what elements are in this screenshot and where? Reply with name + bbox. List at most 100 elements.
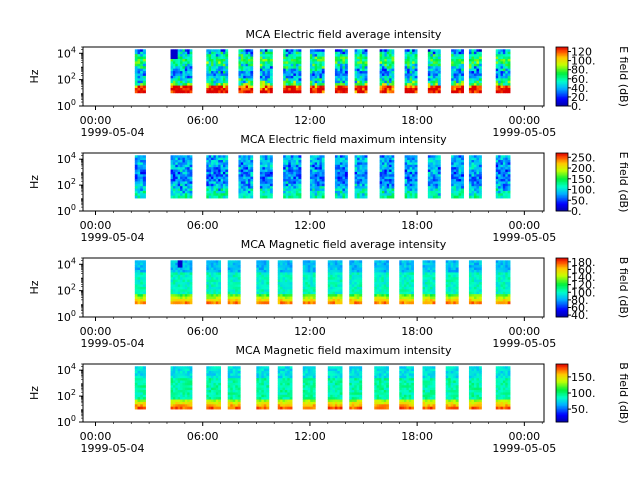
colorbar-swatch — [556, 95, 568, 98]
data-segment — [445, 260, 459, 305]
y-tick-label: 102 — [57, 283, 76, 298]
colorbar-swatch — [556, 265, 568, 268]
colorbar-swatch — [556, 406, 568, 408]
x-tick-label: 12:00 — [294, 430, 326, 443]
colorbar-swatch — [556, 47, 568, 49]
y-tick-label: 104 — [57, 45, 76, 60]
colorbar-swatch — [556, 277, 568, 280]
colorbar-swatch — [556, 378, 568, 381]
y-tick-label: 102 — [57, 72, 76, 87]
data-segment — [302, 366, 316, 410]
colorbar-swatch — [556, 420, 568, 423]
x-tick-label: 00:00 — [508, 325, 540, 338]
colorbar-swatch — [556, 369, 568, 372]
data-segment — [379, 155, 395, 199]
colorbar-tick-label: 100. — [571, 387, 596, 400]
colorbar-swatch — [556, 263, 568, 266]
colorbar-swatch — [556, 192, 568, 194]
data-segment — [309, 49, 325, 94]
colorbar-swatch — [556, 208, 568, 210]
colorbar-swatch — [556, 66, 568, 69]
colorbar-swatch — [556, 306, 568, 309]
y-tick-label: 100 — [57, 414, 76, 429]
colorbar-swatch — [556, 176, 568, 179]
colorbar-swatch — [556, 287, 568, 290]
colorbar-tick-label: 60. — [571, 301, 589, 314]
colorbar-swatch — [556, 413, 568, 416]
colorbar-swatch — [556, 371, 568, 374]
colorbar-swatch — [556, 269, 568, 272]
x-date-label: 1999-05-05 — [492, 126, 556, 139]
colorbar-swatch — [556, 300, 568, 303]
data-segment — [206, 366, 221, 410]
chart-title: MCA Electric field average intensity — [246, 28, 442, 41]
x-tick-label: 18:00 — [401, 325, 433, 338]
colorbar-tick-label: 100. — [571, 184, 596, 197]
colorbar-swatch — [556, 186, 568, 189]
colorbar-swatch — [556, 364, 568, 366]
colorbar-swatch — [556, 153, 568, 155]
colorbar-swatch — [556, 193, 568, 196]
colorbar-swatch — [556, 157, 568, 160]
y-axis-label: Hz — [28, 386, 41, 400]
colorbar-swatch — [556, 419, 568, 421]
colorbar-tick-label: 0. — [571, 205, 582, 218]
x-tick-label: 12:00 — [294, 219, 326, 232]
colorbar-swatch — [556, 284, 568, 287]
colorbar-label: E field (dB) — [617, 46, 630, 107]
data-segment — [374, 366, 389, 410]
colorbar-swatch — [556, 395, 568, 398]
colorbar-swatch — [556, 388, 568, 391]
data-segment — [327, 366, 343, 410]
y-tick-label: 104 — [57, 362, 76, 377]
colorbar-swatch — [556, 52, 568, 55]
colorbar-swatch — [556, 290, 568, 293]
x-date-label: 1999-05-05 — [492, 337, 556, 350]
data-segment — [206, 260, 221, 305]
colorbar-swatch — [556, 196, 568, 199]
data-segment — [277, 366, 293, 410]
colorbar-swatch — [556, 262, 568, 265]
colorbar-swatch — [556, 170, 568, 173]
colorbar-swatch — [556, 379, 568, 382]
colorbar-tick-label: 200. — [571, 162, 596, 175]
colorbar-swatch — [556, 97, 568, 100]
y-tick-label: 102 — [57, 388, 76, 403]
data-segment — [302, 260, 316, 305]
colorbar-swatch — [556, 173, 568, 176]
colorbar-tick-label: 140. — [571, 271, 596, 284]
colorbar-tick-label: 150. — [571, 371, 596, 384]
colorbar-swatch — [556, 278, 568, 281]
colorbar-swatch — [556, 202, 568, 205]
y-tick-label: 102 — [57, 177, 76, 192]
colorbar-swatch — [556, 377, 568, 379]
data-segment — [238, 155, 254, 199]
colorbar-label: E field (dB) — [617, 152, 630, 213]
colorbar-swatch — [556, 375, 568, 378]
colorbar-tick-label: 50. — [571, 194, 589, 207]
colorbar-swatch — [556, 382, 568, 385]
data-segment — [206, 155, 229, 199]
colorbar-frame — [555, 257, 569, 318]
colorbar-tick-label: 100. — [571, 286, 596, 299]
colorbar-swatch — [556, 154, 568, 157]
panel-4: MCA Magnetic field maximum intensity 100 1… — [28, 344, 630, 455]
x-date-label: 1999-05-05 — [492, 231, 556, 244]
data-segment — [134, 49, 146, 94]
data-segment — [134, 155, 146, 199]
data-segment — [468, 366, 482, 410]
colorbar-swatch — [556, 60, 568, 63]
colorbar-swatch — [556, 61, 568, 64]
data-segment — [227, 366, 241, 410]
colorbar-swatch — [556, 155, 568, 158]
data-segment — [238, 49, 254, 94]
x-tick-label: 06:00 — [187, 430, 219, 443]
colorbar-swatch — [556, 258, 568, 260]
colorbar-swatch — [556, 401, 568, 404]
colorbar-swatch — [556, 297, 568, 300]
colorbar-swatch — [556, 83, 568, 86]
data-segment — [445, 366, 459, 410]
colorbar-swatch — [556, 296, 568, 299]
colorbar-tick-label: 20. — [571, 91, 589, 104]
colorbar-swatch — [556, 314, 568, 316]
